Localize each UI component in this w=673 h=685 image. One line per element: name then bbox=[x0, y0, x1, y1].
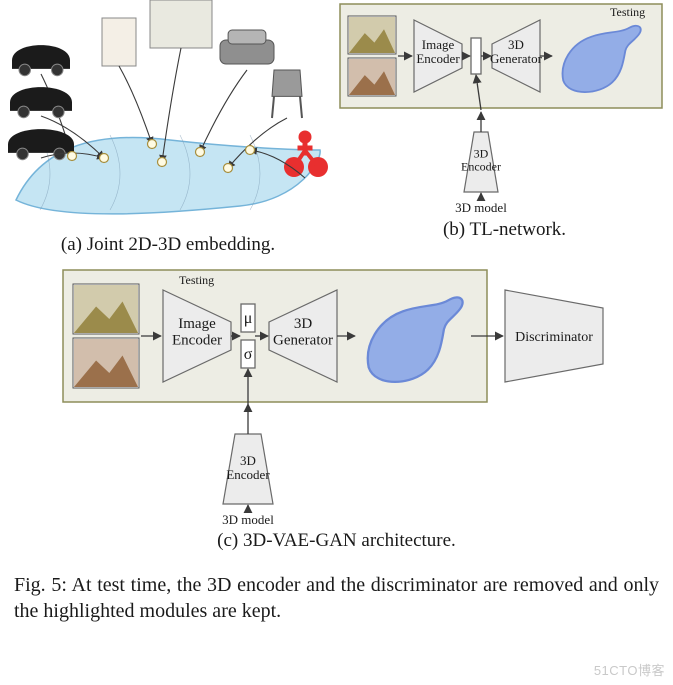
figure-caption: Fig. 5: At test time, the 3D encoder and… bbox=[0, 562, 673, 630]
svg-text:3D model: 3D model bbox=[222, 512, 274, 526]
panel-b-svg: ImageEncoder3DGenerator3DEncoderTesting3… bbox=[336, 0, 666, 215]
top-row: (a) Joint 2D-3D embedding. ImageEncoder 3… bbox=[0, 0, 673, 266]
caption-b: (b) TL-network. bbox=[336, 215, 673, 251]
svg-text:σ: σ bbox=[243, 346, 252, 363]
svg-text:Testing: Testing bbox=[610, 5, 645, 19]
svg-text:μ: μ bbox=[243, 310, 252, 327]
svg-text:ImageEncoder: ImageEncoder bbox=[416, 37, 460, 66]
caption-c: (c) 3D-VAE-GAN architecture. bbox=[217, 526, 456, 562]
svg-text:Discriminator: Discriminator bbox=[515, 330, 593, 345]
svg-text:3D model: 3D model bbox=[455, 200, 507, 215]
watermark: 51CTO博客 bbox=[594, 660, 665, 679]
figure-5: (a) Joint 2D-3D embedding. ImageEncoder 3… bbox=[0, 0, 673, 685]
svg-text:Testing: Testing bbox=[179, 273, 214, 287]
panel-b: ImageEncoder3DGenerator3DEncoderTesting3… bbox=[336, 0, 673, 266]
svg-text:3DEncoder: 3DEncoder bbox=[461, 146, 501, 173]
panel-c-svg: ImageEncoderμσ3DGeneratorDiscriminator3D… bbox=[57, 266, 617, 526]
panel-c: ImageEncoderμσ3DGeneratorDiscriminator3D… bbox=[0, 266, 673, 562]
panel-a-svg bbox=[0, 0, 330, 230]
svg-text:ImageEncoder: ImageEncoder bbox=[172, 316, 222, 349]
panel-a: (a) Joint 2D-3D embedding. bbox=[0, 0, 336, 266]
caption-a: (a) Joint 2D-3D embedding. bbox=[0, 230, 336, 266]
